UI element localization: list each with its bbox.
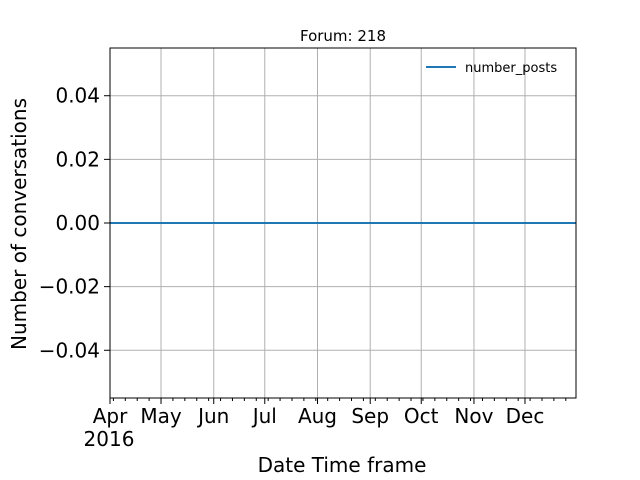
x-tick-label: Nov bbox=[454, 404, 493, 428]
y-axis-ticks: 0.04 0.02 0.00 −0.02 −0.04 bbox=[39, 84, 110, 362]
x-tick-label: Jul bbox=[251, 404, 277, 428]
x-tick-label: May bbox=[140, 404, 182, 428]
y-tick-label: −0.04 bbox=[39, 338, 100, 362]
y-tick-label: 0.04 bbox=[55, 84, 100, 108]
x-axis-ticks: Apr May Jun Jul Aug Sep Oct Nov Dec bbox=[93, 398, 567, 428]
y-tick-label: 0.00 bbox=[55, 211, 100, 235]
x-tick-label: Sep bbox=[351, 404, 389, 428]
y-axis-label: Number of conversations bbox=[7, 98, 31, 350]
y-tick-label: 0.02 bbox=[55, 147, 100, 171]
legend-label-number-posts: number_posts bbox=[465, 61, 557, 76]
y-tick-label: −0.02 bbox=[39, 275, 100, 299]
x-tick-label: Dec bbox=[506, 404, 545, 428]
x-tick-label: Apr bbox=[93, 404, 128, 428]
chart-title: Forum: 218 bbox=[300, 27, 386, 45]
x-axis-label: Date Time frame bbox=[258, 453, 427, 477]
x-tick-label: Aug bbox=[298, 404, 337, 428]
x-axis-year-label: 2016 bbox=[84, 427, 135, 451]
x-tick-label: Oct bbox=[404, 404, 439, 428]
legend: number_posts bbox=[426, 61, 557, 76]
x-tick-label: Jun bbox=[196, 404, 229, 428]
